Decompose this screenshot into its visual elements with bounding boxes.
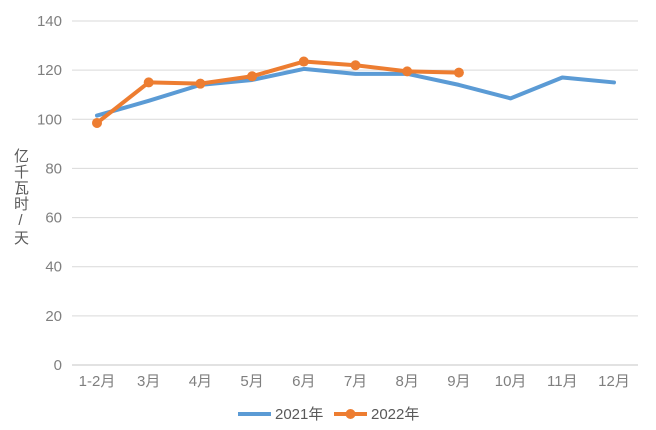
x-tick-label: 7月 (344, 373, 367, 390)
x-tick-label: 12月 (598, 373, 630, 390)
legend-label-2022年: 2022年 (371, 406, 419, 423)
x-tick-label: 11月 (547, 373, 578, 390)
data-point-marker-2022年 (195, 78, 206, 89)
data-point-marker-2022年 (143, 77, 154, 88)
y-axis-title: 亿千瓦时/天 (12, 148, 29, 246)
y-tick-label: 100 (37, 111, 62, 128)
data-point-marker-2022年 (92, 117, 102, 128)
x-tick-label: 1-2月 (79, 373, 116, 390)
data-point-marker-2022年 (247, 71, 258, 82)
x-tick-label: 5月 (240, 373, 263, 390)
y-tick-label: 120 (37, 62, 62, 79)
x-tick-label: 10月 (495, 373, 527, 390)
data-point-marker-2022年 (402, 66, 413, 77)
x-tick-label: 6月 (292, 373, 315, 390)
y-tick-label: 0 (54, 357, 62, 374)
x-tick-label: 9月 (447, 373, 470, 390)
data-point-marker-2022年 (298, 56, 309, 67)
y-tick-label: 20 (45, 308, 62, 325)
y-tick-label: 140 (37, 13, 62, 30)
legend-label-2021年: 2021年 (275, 406, 323, 423)
y-tick-label: 60 (45, 210, 62, 227)
y-tick-label: 80 (45, 160, 62, 177)
series-line-2022年 (95, 59, 461, 125)
x-tick-label: 8月 (396, 373, 419, 390)
x-tick-label: 4月 (189, 373, 212, 390)
y-tick-label: 40 (45, 259, 62, 276)
legend-swatch-marker-2022年 (345, 409, 356, 419)
data-point-marker-2022年 (453, 67, 464, 78)
data-point-marker-2022年 (350, 60, 361, 71)
x-tick-label: 3月 (137, 373, 160, 390)
series-line-2021年 (95, 66, 616, 118)
